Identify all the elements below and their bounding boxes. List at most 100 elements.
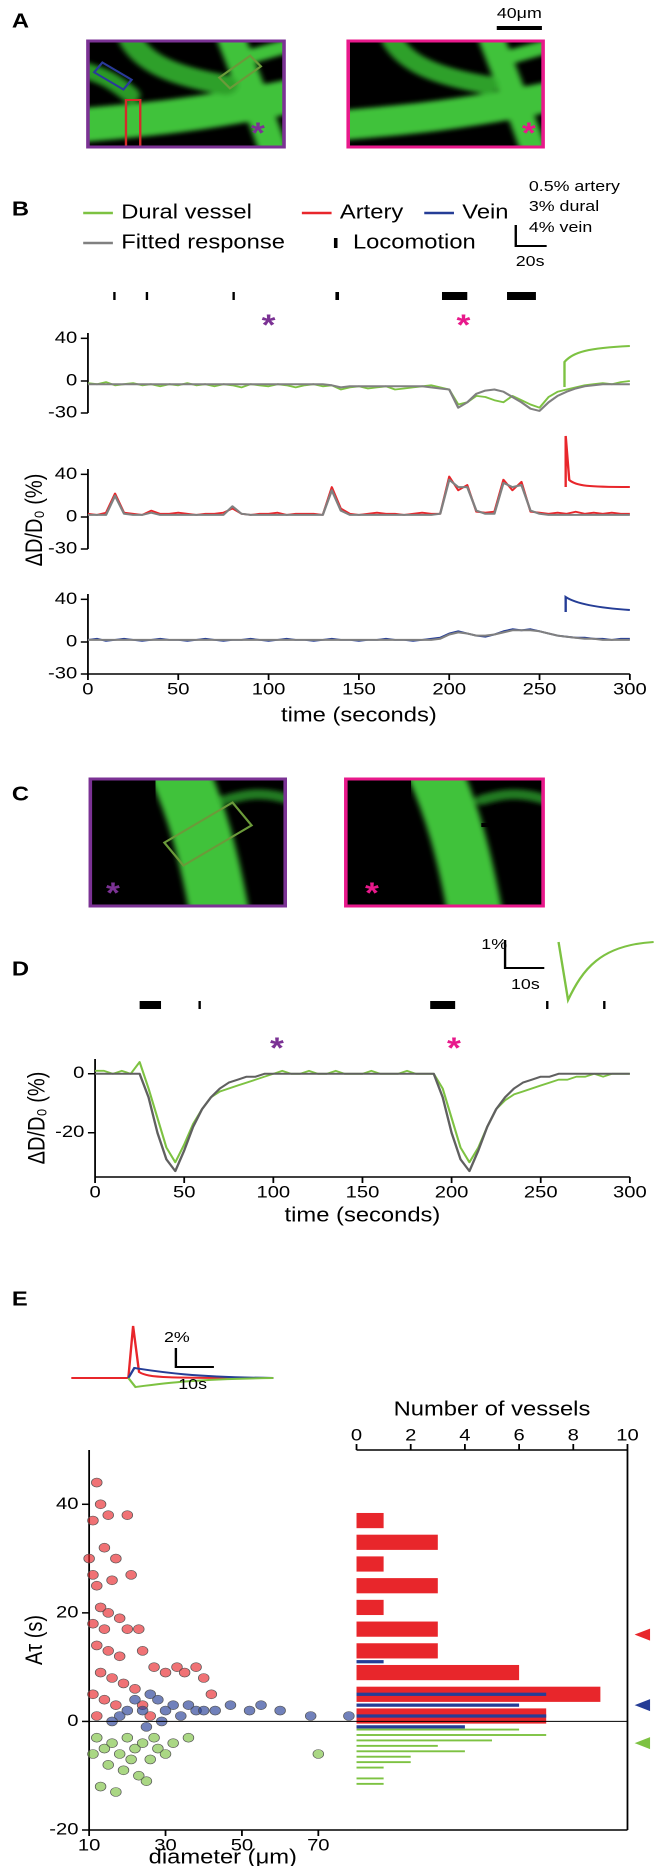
x-tick-label: 50 [167, 679, 189, 698]
x-axis-label: diameter (μm) [149, 1845, 297, 1866]
x-tick-label: 150 [346, 1182, 380, 1201]
y-axis-label: ΔD/D₀ (%) [20, 474, 47, 567]
y-tick-label: -20 [49, 1819, 78, 1838]
panel-label: A [12, 9, 29, 32]
y-tick-label: 40 [56, 1493, 78, 1512]
locomotion-bout [139, 1001, 162, 1009]
locomotion-bout [603, 1001, 606, 1009]
x-axis-label: time (seconds) [285, 1203, 441, 1226]
panel-label: B [12, 197, 29, 220]
x-tick-label: 8 [568, 1425, 579, 1444]
histogram-bar [356, 1777, 384, 1780]
asterisk: * [270, 1031, 284, 1065]
mean-marker [634, 1699, 651, 1712]
micrograph [347, 40, 545, 148]
data-line [95, 1072, 630, 1173]
x-tick-label: 50 [173, 1182, 195, 1201]
scatter-point [91, 1477, 103, 1488]
locomotion-bout [441, 292, 468, 300]
legend-label: Artery [340, 200, 403, 223]
scatter-point [106, 1575, 118, 1586]
scatter-point [87, 1618, 99, 1629]
x-tick-label: 250 [523, 679, 557, 698]
x-tick-label: 100 [252, 679, 286, 698]
scatter-point [98, 1743, 111, 1754]
scale-label: 1% [481, 936, 507, 952]
y-tick-label: 0 [66, 506, 77, 525]
scatter-point [182, 1732, 195, 1743]
scatter-point [110, 1787, 122, 1797]
frame [86, 39, 286, 149]
x-tick-label: 200 [435, 1182, 469, 1201]
scatter-point [98, 1624, 111, 1634]
histogram-bar [356, 1512, 384, 1529]
scatter-point [91, 1640, 103, 1651]
scatter-point [102, 1608, 114, 1618]
scatter-point [129, 1743, 141, 1754]
scatter-point [343, 1711, 355, 1721]
x-tick-label: 150 [342, 679, 376, 698]
kernel-inset [127, 1366, 274, 1379]
scatter-point [113, 1651, 126, 1662]
y-tick-label: 0 [66, 370, 77, 389]
scatter-point [136, 1646, 149, 1656]
x-tick-label: 0 [351, 1425, 362, 1444]
scatter-point [117, 1765, 130, 1776]
y-tick-label: 0 [66, 631, 77, 650]
scale-label: 40μm [497, 5, 542, 21]
scatter-point [224, 1700, 237, 1710]
locomotion-bout [198, 1001, 201, 1009]
scatter-point [274, 1705, 286, 1716]
scatter-point [205, 1689, 218, 1700]
x-tick-label: 2 [405, 1425, 416, 1444]
histogram-bar [356, 1534, 438, 1550]
asterisk: * [251, 116, 265, 150]
scale-label: 3% dural [529, 198, 599, 214]
kernel-inset [563, 345, 630, 387]
x-tick-label: 6 [513, 1425, 524, 1444]
asterisk: * [262, 308, 276, 342]
y-tick-label: -30 [48, 663, 77, 682]
scatter-point [121, 1624, 134, 1634]
x-tick-label: 300 [613, 1182, 647, 1201]
scatter-point [152, 1694, 164, 1705]
x-tick-label: 100 [256, 1182, 290, 1201]
scatter-point [171, 1662, 183, 1672]
mean-marker [634, 1628, 651, 1641]
locomotion-bout [335, 292, 340, 300]
scatter-point [94, 1781, 107, 1792]
frame [88, 777, 287, 908]
scale-label: 0.5% artery [529, 178, 621, 194]
scale-label: 20s [516, 253, 545, 269]
scatter-point [140, 1722, 153, 1732]
scatter-point [121, 1705, 134, 1716]
scatter-point [148, 1662, 160, 1672]
scatter-point [87, 1515, 99, 1526]
x-tick-label: 70 [307, 1835, 329, 1854]
scatter-point [144, 1689, 156, 1700]
locomotion-bout [430, 1001, 456, 1009]
panel-label: C [12, 782, 29, 805]
kernel-inset [564, 594, 630, 612]
y-tick-label: 40 [55, 327, 77, 346]
kernel-inset [557, 941, 654, 1004]
scatter-point [148, 1732, 160, 1743]
y-tick-label: 20 [56, 1602, 78, 1621]
legend-label: Vein [462, 200, 508, 223]
y-axis-label: Aτ (s) [20, 1615, 47, 1665]
x-tick-label: 0 [89, 1182, 100, 1201]
frame [344, 777, 545, 908]
histogram-bar [356, 1744, 438, 1747]
x-tick-label: 4 [459, 1425, 470, 1444]
histogram-bar [356, 1703, 520, 1707]
scatter-point [159, 1667, 172, 1678]
panel-label: D [12, 957, 29, 980]
scatter-point [87, 1689, 99, 1700]
scatter-point [94, 1602, 107, 1613]
scatter-point [152, 1743, 164, 1754]
scatter-point [133, 1770, 145, 1781]
histogram-bar [356, 1782, 384, 1785]
histogram-bar [356, 1556, 384, 1572]
